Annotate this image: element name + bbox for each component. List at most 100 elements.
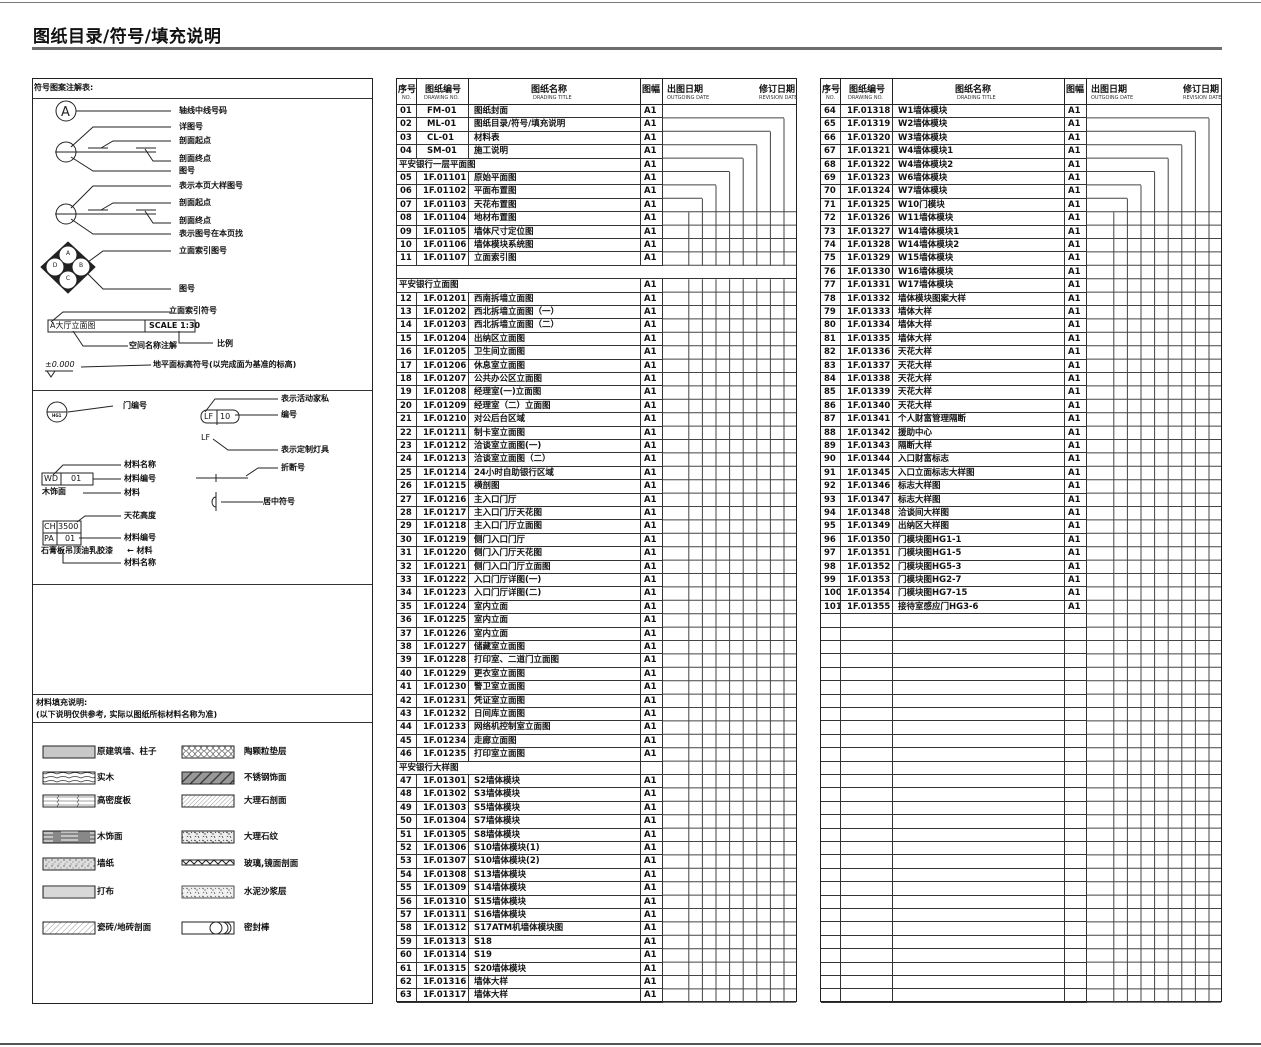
cell-no: [821, 976, 841, 990]
cell-code: 1F.01321: [841, 145, 893, 159]
cell-size: [1065, 775, 1087, 789]
header-label: 图幅: [642, 85, 661, 95]
header-size: 图幅: [641, 79, 663, 104]
cell-size: [1065, 748, 1087, 762]
cell-name: 洽谈室立面图（二）: [469, 453, 641, 467]
cell-name: 墙体大样: [893, 332, 1065, 347]
cell-no: 52: [397, 842, 417, 856]
cell-size: A1: [1065, 185, 1087, 199]
table-row: 92 1F.01346 标志大样图 A1: [821, 480, 1087, 494]
cell-name: 平面布置图: [469, 185, 641, 199]
cell-name: 个人财富管理隔断: [893, 413, 1065, 427]
cell-size: A1: [641, 654, 663, 668]
cell-size: A1: [641, 976, 663, 990]
table-row: [821, 694, 1087, 708]
cell-no: [821, 694, 841, 708]
fill-swatches: [42, 745, 235, 935]
cell-name: 天花大样: [893, 386, 1065, 400]
cell-name: 经理室（二）立面图: [469, 399, 641, 414]
cell-size: A1: [641, 332, 663, 347]
table-row: [821, 708, 1087, 722]
cell-code: 1F.01227: [417, 641, 469, 655]
cell-name: [893, 721, 1065, 735]
cell-name: [893, 627, 1065, 641]
cell-size: [1065, 882, 1087, 896]
cell-code: 1F.01226: [417, 627, 469, 641]
table-row: 50 1F.01304 S7墙体模块 A1: [397, 815, 663, 829]
cell-name: 打印室立面图: [469, 748, 641, 762]
table-row: 23 1F.01212 洽谈室立面图(一) A1: [397, 440, 663, 454]
cell-name: S13墙体模块: [469, 868, 641, 883]
table-row: 79 1F.01333 墙体大样 A1: [821, 306, 1087, 320]
cell-name: W15墙体模块: [893, 252, 1065, 266]
cell-code: 1F.01344: [841, 453, 893, 467]
cell-code: 1F.01326: [841, 212, 893, 226]
cell-name: 天花大样: [893, 359, 1065, 373]
cell-size: [1065, 909, 1087, 923]
cell-code: [841, 962, 893, 976]
cell-name: 日间库立面图: [469, 708, 641, 722]
cell-code: 1F.01340: [841, 399, 893, 414]
header-outgoing-en: OUTGOING DATE: [667, 95, 710, 101]
cell-name: 天花布置图: [469, 198, 641, 213]
mat-label: 材料: [124, 488, 140, 497]
cell-no: 67: [821, 145, 841, 159]
cell-no: 04: [397, 145, 417, 159]
cell-name: 天花大样: [893, 373, 1065, 387]
cell-size: [1065, 734, 1087, 749]
cell-name: 门模块图HG1-5: [893, 547, 1065, 561]
cell-size: A1: [1065, 480, 1087, 494]
svg-text:D: D: [53, 262, 58, 269]
mat-name-label: 材料名称: [124, 460, 156, 469]
cell-code: 1F.01201: [417, 292, 469, 306]
cell-size: [1065, 694, 1087, 708]
cell-code: 1F.01206: [417, 359, 469, 373]
cell-name: 门模块图HG2-7: [893, 574, 1065, 588]
cell-code: 1F.01343: [841, 440, 893, 454]
cell-code: 1F.01228: [417, 654, 469, 668]
cell-no: 49: [397, 801, 417, 816]
cell-code: 1F.01353: [841, 574, 893, 588]
cell-no: 77: [821, 279, 841, 293]
wd-number: 01: [71, 474, 82, 483]
cell-name: 侧门入门厅天花图: [469, 547, 641, 561]
cell-no: 02: [397, 118, 417, 132]
fill-label: 瓷砖/地砖剖面: [97, 923, 152, 933]
cell-name: 休息室立面图: [469, 359, 641, 373]
cell-size: [1065, 976, 1087, 990]
cell-size: A1: [641, 815, 663, 829]
cell-no: 69: [821, 172, 841, 186]
cell-name: [893, 641, 1065, 655]
divider: [33, 584, 372, 585]
cell-code: 1F.01102: [417, 185, 469, 199]
cell-code: 1F.01220: [417, 547, 469, 561]
cell-no: 08: [397, 212, 417, 226]
table-row: [821, 949, 1087, 963]
cell-name: S3墙体模块: [469, 788, 641, 802]
table-row: 90 1F.01344 入口财富标志 A1: [821, 453, 1087, 467]
cell-code: [841, 868, 893, 883]
cell-name: W4墙体模块2: [893, 158, 1065, 172]
cell-name: S18: [469, 935, 641, 950]
cell-no: 37: [397, 627, 417, 641]
cell-size: A1: [1065, 507, 1087, 521]
table-row: 63 1F.01317 墙体大样 A1: [397, 989, 663, 1003]
cell-size: A1: [641, 198, 663, 213]
table-row: 99 1F.01353 门模块图HG2-7 A1: [821, 574, 1087, 588]
cell-size: A1: [641, 962, 663, 976]
cell-name: 援助中心: [893, 426, 1065, 440]
cell-code: 1F.01223: [417, 587, 469, 601]
cell-name: 门模块图HG5-3: [893, 560, 1065, 574]
cell-name: 凭证室立面图: [469, 694, 641, 708]
cell-size: A1: [641, 574, 663, 588]
cell-name: [893, 654, 1065, 668]
cell-no: 13: [397, 306, 417, 320]
cell-no: 42: [397, 694, 417, 708]
cell-no: 86: [821, 399, 841, 414]
cell-name: [893, 828, 1065, 842]
table-row: [821, 667, 1087, 682]
cell-name: [893, 681, 1065, 695]
header-outgoing: 出图日期: [1091, 85, 1128, 95]
table-row: 76 1F.01330 W16墙体模块 A1: [821, 265, 1087, 280]
cell-no: 38: [397, 641, 417, 655]
